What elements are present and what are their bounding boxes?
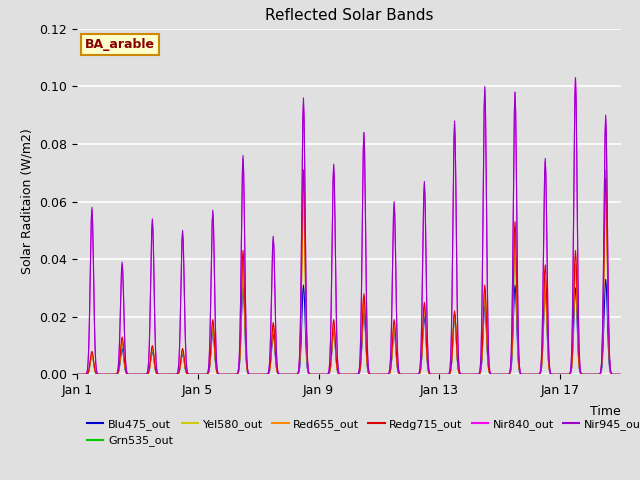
Redg715_out — [513, 257, 520, 263]
Nir945_out — [381, 372, 389, 377]
Yel580_out — [201, 372, 209, 377]
Grn535_out — [512, 256, 520, 262]
Redg715_out — [73, 372, 81, 377]
Yel580_out — [512, 243, 520, 249]
Grn535_out — [300, 181, 307, 187]
Blu475_out — [300, 282, 307, 288]
Red655_out — [381, 372, 389, 377]
Redg715_out — [381, 372, 389, 377]
Line: Nir840_out: Nir840_out — [77, 78, 620, 374]
Yel580_out — [602, 193, 609, 199]
Y-axis label: Solar Raditaion (W/m2): Solar Raditaion (W/m2) — [20, 129, 33, 275]
Nir840_out — [73, 372, 81, 377]
Nir840_out — [103, 372, 111, 377]
Line: Nir945_out: Nir945_out — [77, 78, 620, 374]
Blu475_out — [616, 372, 624, 377]
Nir945_out — [92, 367, 100, 372]
Redg715_out — [616, 372, 624, 377]
Redg715_out — [300, 167, 307, 173]
Blu475_out — [201, 372, 209, 377]
Line: Grn535_out: Grn535_out — [77, 170, 620, 374]
Grn535_out — [73, 372, 81, 377]
Yel580_out — [271, 335, 278, 340]
Nir945_out — [300, 114, 308, 120]
Red655_out — [300, 190, 307, 196]
Red655_out — [513, 268, 520, 274]
Red655_out — [271, 335, 278, 340]
Line: Yel580_out: Yel580_out — [77, 196, 620, 374]
Nir945_out — [513, 160, 520, 166]
Grn535_out — [616, 372, 624, 377]
Yel580_out — [616, 372, 624, 377]
Yel580_out — [381, 372, 388, 377]
Red655_out — [616, 372, 624, 377]
Redg715_out — [201, 372, 209, 377]
Red655_out — [73, 372, 81, 377]
Yel580_out — [73, 372, 81, 377]
Grn535_out — [201, 372, 209, 377]
Line: Blu475_out: Blu475_out — [77, 279, 620, 374]
Nir840_out — [92, 367, 100, 372]
Nir945_out — [103, 372, 111, 377]
Redg715_out — [92, 371, 100, 377]
Yel580_out — [300, 204, 307, 210]
Grn535_out — [271, 335, 278, 340]
Red655_out — [201, 372, 209, 377]
Blu475_out — [271, 341, 278, 347]
Nir840_out — [271, 300, 279, 306]
Nir945_out — [202, 372, 209, 377]
Blu475_out — [92, 371, 100, 377]
Nir840_out — [572, 75, 579, 81]
Nir840_out — [202, 372, 209, 377]
Yel580_out — [92, 371, 100, 377]
Redg715_out — [271, 333, 278, 338]
Line: Red655_out: Red655_out — [77, 193, 620, 374]
Blu475_out — [512, 288, 520, 294]
Line: Redg715_out: Redg715_out — [77, 170, 620, 374]
Blu475_out — [602, 276, 609, 282]
Nir840_out — [616, 372, 624, 377]
Nir840_out — [381, 372, 389, 377]
Title: Reflected Solar Bands: Reflected Solar Bands — [264, 9, 433, 24]
Legend: Blu475_out, Grn535_out, Yel580_out, Red655_out, Redg715_out, Nir840_out, Nir945_: Blu475_out, Grn535_out, Yel580_out, Red6… — [83, 415, 640, 451]
Blu475_out — [73, 372, 81, 377]
Red655_out — [92, 371, 100, 377]
Nir945_out — [271, 299, 279, 305]
Nir840_out — [513, 160, 520, 166]
Text: Time: Time — [590, 405, 621, 418]
Redg715_out — [300, 181, 308, 187]
Nir840_out — [300, 120, 308, 125]
Text: BA_arable: BA_arable — [85, 38, 155, 51]
Nir945_out — [73, 372, 81, 377]
Nir945_out — [616, 372, 624, 377]
Blu475_out — [381, 372, 388, 377]
Grn535_out — [381, 372, 388, 377]
Grn535_out — [92, 371, 100, 377]
Grn535_out — [602, 167, 609, 173]
Red655_out — [300, 203, 308, 208]
Nir945_out — [572, 75, 579, 81]
